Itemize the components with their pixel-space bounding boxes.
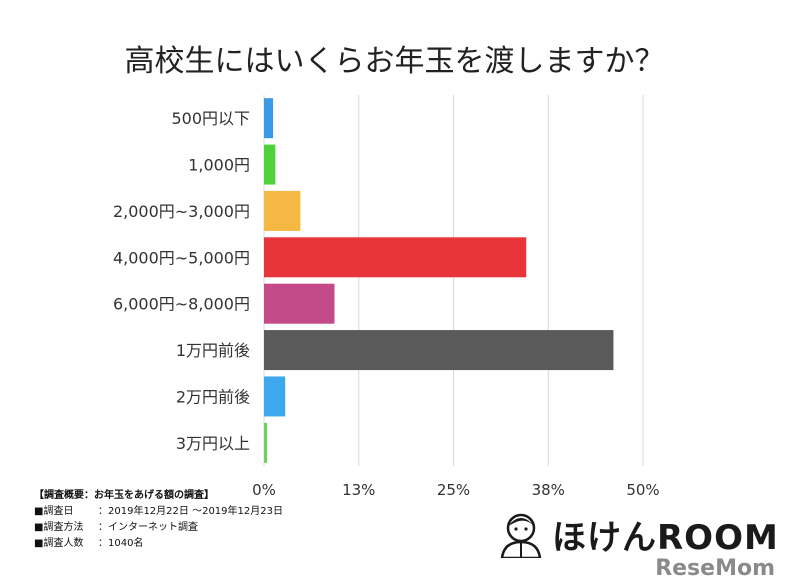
chart-title: 高校生にはいくらお年玉を渡しますか？ bbox=[124, 44, 665, 79]
survey-value: ：インターネット調査 bbox=[98, 522, 198, 533]
survey-row-method: ■調査方法 ：インターネット調査 bbox=[34, 520, 283, 536]
survey-row-date: ■調査日 ：2019年12月22日 ～2019年12月23日 bbox=[34, 504, 283, 520]
x-tick-label: 50% bbox=[626, 481, 659, 499]
x-tick-label: 25% bbox=[437, 481, 470, 499]
x-tick-label: 13% bbox=[342, 481, 375, 499]
survey-row-count: ■調査人数 ：1040名 bbox=[34, 536, 283, 552]
survey-key: ■調査日 bbox=[34, 506, 74, 517]
category-label: 3万円以上 bbox=[176, 434, 250, 453]
person-avatar-icon bbox=[500, 513, 542, 558]
resemom-watermark: ReseMom bbox=[655, 556, 775, 581]
category-label: 2,000円~3,000円 bbox=[113, 202, 250, 221]
bar bbox=[264, 237, 527, 278]
bar bbox=[264, 98, 274, 139]
category-label: 500円以下 bbox=[171, 109, 250, 128]
survey-value: ：1040名 bbox=[98, 538, 144, 549]
bar bbox=[264, 144, 276, 185]
survey-key: ■調査方法 bbox=[34, 522, 84, 533]
survey-note: 【調査概要：お年玉をあげる額の調査】 ■調査日 ：2019年12月22日 ～201… bbox=[34, 488, 283, 552]
bar bbox=[264, 330, 614, 371]
survey-key: ■調査人数 bbox=[34, 538, 84, 549]
x-tick-label: 38% bbox=[532, 481, 565, 499]
bar bbox=[264, 283, 335, 324]
bar bbox=[264, 190, 301, 231]
bar bbox=[264, 422, 268, 463]
survey-value: ：2019年12月22日 ～2019年12月23日 bbox=[98, 506, 283, 517]
x-tick-label: 0% bbox=[252, 481, 276, 499]
logo-text: ほけんROOM bbox=[552, 518, 779, 558]
category-label: 4,000円~5,000円 bbox=[113, 248, 250, 267]
category-label: 1,000円 bbox=[188, 156, 250, 175]
category-label: 6,000円~8,000円 bbox=[113, 295, 250, 314]
category-label: 1万円前後 bbox=[176, 341, 250, 360]
category-label: 2万円前後 bbox=[176, 387, 250, 406]
bar bbox=[264, 376, 286, 417]
survey-heading: 【調査概要：お年玉をあげる額の調査】 bbox=[34, 490, 214, 501]
brand-logo: ほけんROOM bbox=[492, 510, 782, 558]
